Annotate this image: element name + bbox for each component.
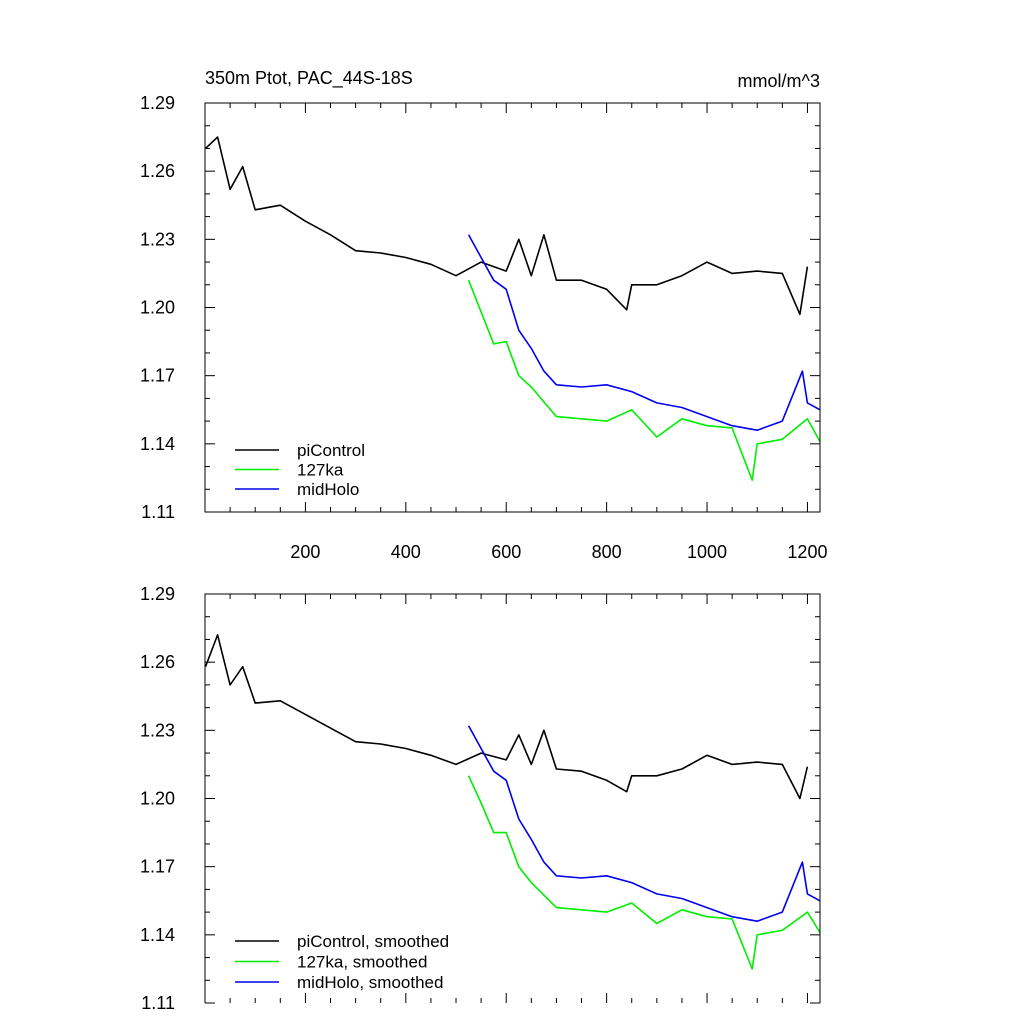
legend-label: piControl, smoothed: [297, 932, 449, 951]
y-tick-label: 1.26: [140, 161, 175, 181]
legend-label: 127ka: [297, 461, 344, 480]
bottom-panel: 1.11 1.14 1.17 1.20 1.23 1.26 1.29 piControl, …: [140, 584, 821, 1013]
y-tick-label: 1.11: [141, 993, 175, 1013]
series-lines: [204, 136, 821, 481]
legend: piControl, smoothed 127ka, smoothedmidHol…: [235, 932, 449, 992]
legend-label: midHolo: [297, 480, 359, 499]
y-tick-label: 1.23: [140, 720, 175, 740]
series-lines: [204, 634, 821, 970]
y-tick-label: 1.23: [140, 229, 175, 249]
series-line: [467, 775, 821, 970]
legend-label: piControl: [297, 441, 365, 460]
y-tick-label: 1.17: [140, 366, 175, 386]
y-tick-label: 1.11: [141, 502, 175, 522]
y-tick-label: 1.20: [140, 298, 175, 318]
legend-label: midHolo, smoothed: [297, 973, 443, 992]
y-tick-labels: 1.11 1.14 1.17 1.20 1.23 1.26 1.29: [140, 93, 175, 522]
y-tick-label: 1.14: [140, 925, 175, 945]
y-tick-labels: 1.11 1.14 1.17 1.20 1.23 1.26 1.29: [140, 584, 175, 1013]
y-tick-label: 1.20: [140, 789, 175, 809]
x-tick-labels: 200 400 600 800 1000 1200: [290, 542, 827, 562]
axis-ticks: [205, 102, 820, 513]
axis-ticks: [205, 593, 820, 1004]
y-tick-label: 1.17: [140, 857, 175, 877]
x-tick-label: 200: [290, 542, 320, 562]
x-tick-label: 600: [491, 542, 521, 562]
top-panel: 350m Ptot, PAC_44S-18S mmol/m^3 1.11 1.14…: [140, 68, 828, 562]
series-line: [204, 634, 809, 800]
plot-frame: [204, 102, 821, 513]
y-tick-label: 1.29: [140, 93, 175, 113]
chart-title: 350m Ptot, PAC_44S-18S: [205, 68, 413, 89]
plot-frame: [204, 593, 821, 1003]
x-tick-label: 1200: [787, 542, 827, 562]
series-line: [467, 279, 821, 481]
series-line: [467, 234, 821, 431]
series-line: [467, 725, 821, 922]
series-line: [204, 136, 809, 316]
y-tick-label: 1.26: [140, 652, 175, 672]
x-tick-label: 400: [391, 542, 421, 562]
y-tick-label: 1.29: [140, 584, 175, 604]
units-label: mmol/m^3: [738, 71, 820, 91]
y-tick-label: 1.14: [140, 434, 175, 454]
x-tick-label: 1000: [687, 542, 727, 562]
x-tick-label: 800: [592, 542, 622, 562]
legend-label: 127ka, smoothed: [297, 953, 427, 972]
